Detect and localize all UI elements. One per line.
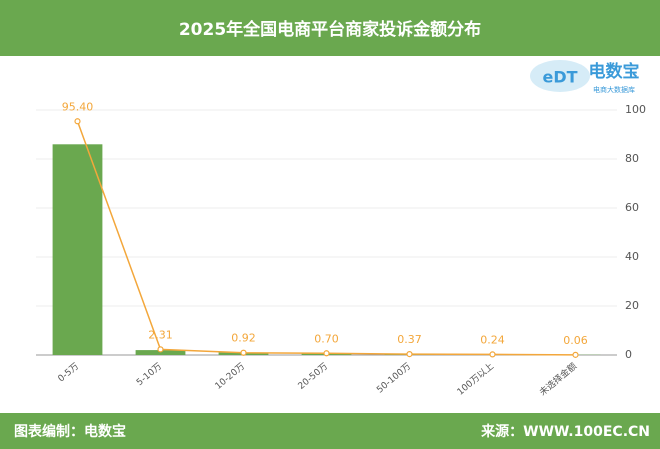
chart-title: 2025年全国电商平台商家投诉金额分布 bbox=[179, 19, 481, 40]
data-label: 2.31 bbox=[148, 328, 173, 341]
y-tick-label: 60 bbox=[625, 201, 639, 214]
y-tick-label: 80 bbox=[625, 152, 639, 165]
data-label: 0.37 bbox=[397, 333, 422, 346]
bar bbox=[52, 144, 103, 355]
logo-tagline: 电商大数据库 bbox=[593, 85, 635, 94]
footer-bar bbox=[0, 413, 660, 449]
line-point bbox=[406, 350, 413, 358]
bar bbox=[135, 350, 186, 355]
line-point bbox=[489, 351, 496, 358]
y-tick-label: 0 bbox=[625, 348, 632, 361]
data-label: 0.70 bbox=[314, 332, 339, 345]
data-label: 0.06 bbox=[563, 334, 588, 347]
header-bar bbox=[0, 0, 660, 56]
line-point bbox=[323, 350, 330, 357]
x-tick-label: 0-5万 bbox=[56, 362, 81, 385]
logo-name: 电数宝 bbox=[589, 61, 640, 82]
line bbox=[76, 121, 576, 356]
x-tick-label: 未选择金额 bbox=[537, 360, 579, 398]
line-point bbox=[240, 349, 247, 356]
data-label: 95.40 bbox=[62, 100, 94, 113]
x-tick-label: 100万以上 bbox=[455, 361, 496, 398]
y-tick-label: 20 bbox=[625, 299, 639, 312]
x-tick-label: 10-20万 bbox=[214, 362, 247, 392]
data-label: 0.92 bbox=[231, 332, 256, 345]
x-tick-label: 50-100万 bbox=[375, 362, 413, 396]
line-point bbox=[74, 118, 81, 125]
data-label: 0.24 bbox=[480, 333, 505, 346]
logo-mark: eDT bbox=[542, 68, 577, 87]
y-tick-label: 100 bbox=[625, 103, 646, 116]
line-point bbox=[572, 351, 579, 358]
footer-left: 图表编制：电数宝 bbox=[14, 423, 126, 440]
line-point bbox=[157, 346, 164, 353]
footer-right: 来源：WWW.100EC.CN bbox=[480, 423, 650, 440]
x-tick-label: 20-50万 bbox=[297, 362, 330, 392]
logo-cloud bbox=[530, 60, 590, 92]
x-tick-label: 5-10万 bbox=[135, 362, 164, 389]
y-tick-label: 40 bbox=[625, 250, 639, 263]
